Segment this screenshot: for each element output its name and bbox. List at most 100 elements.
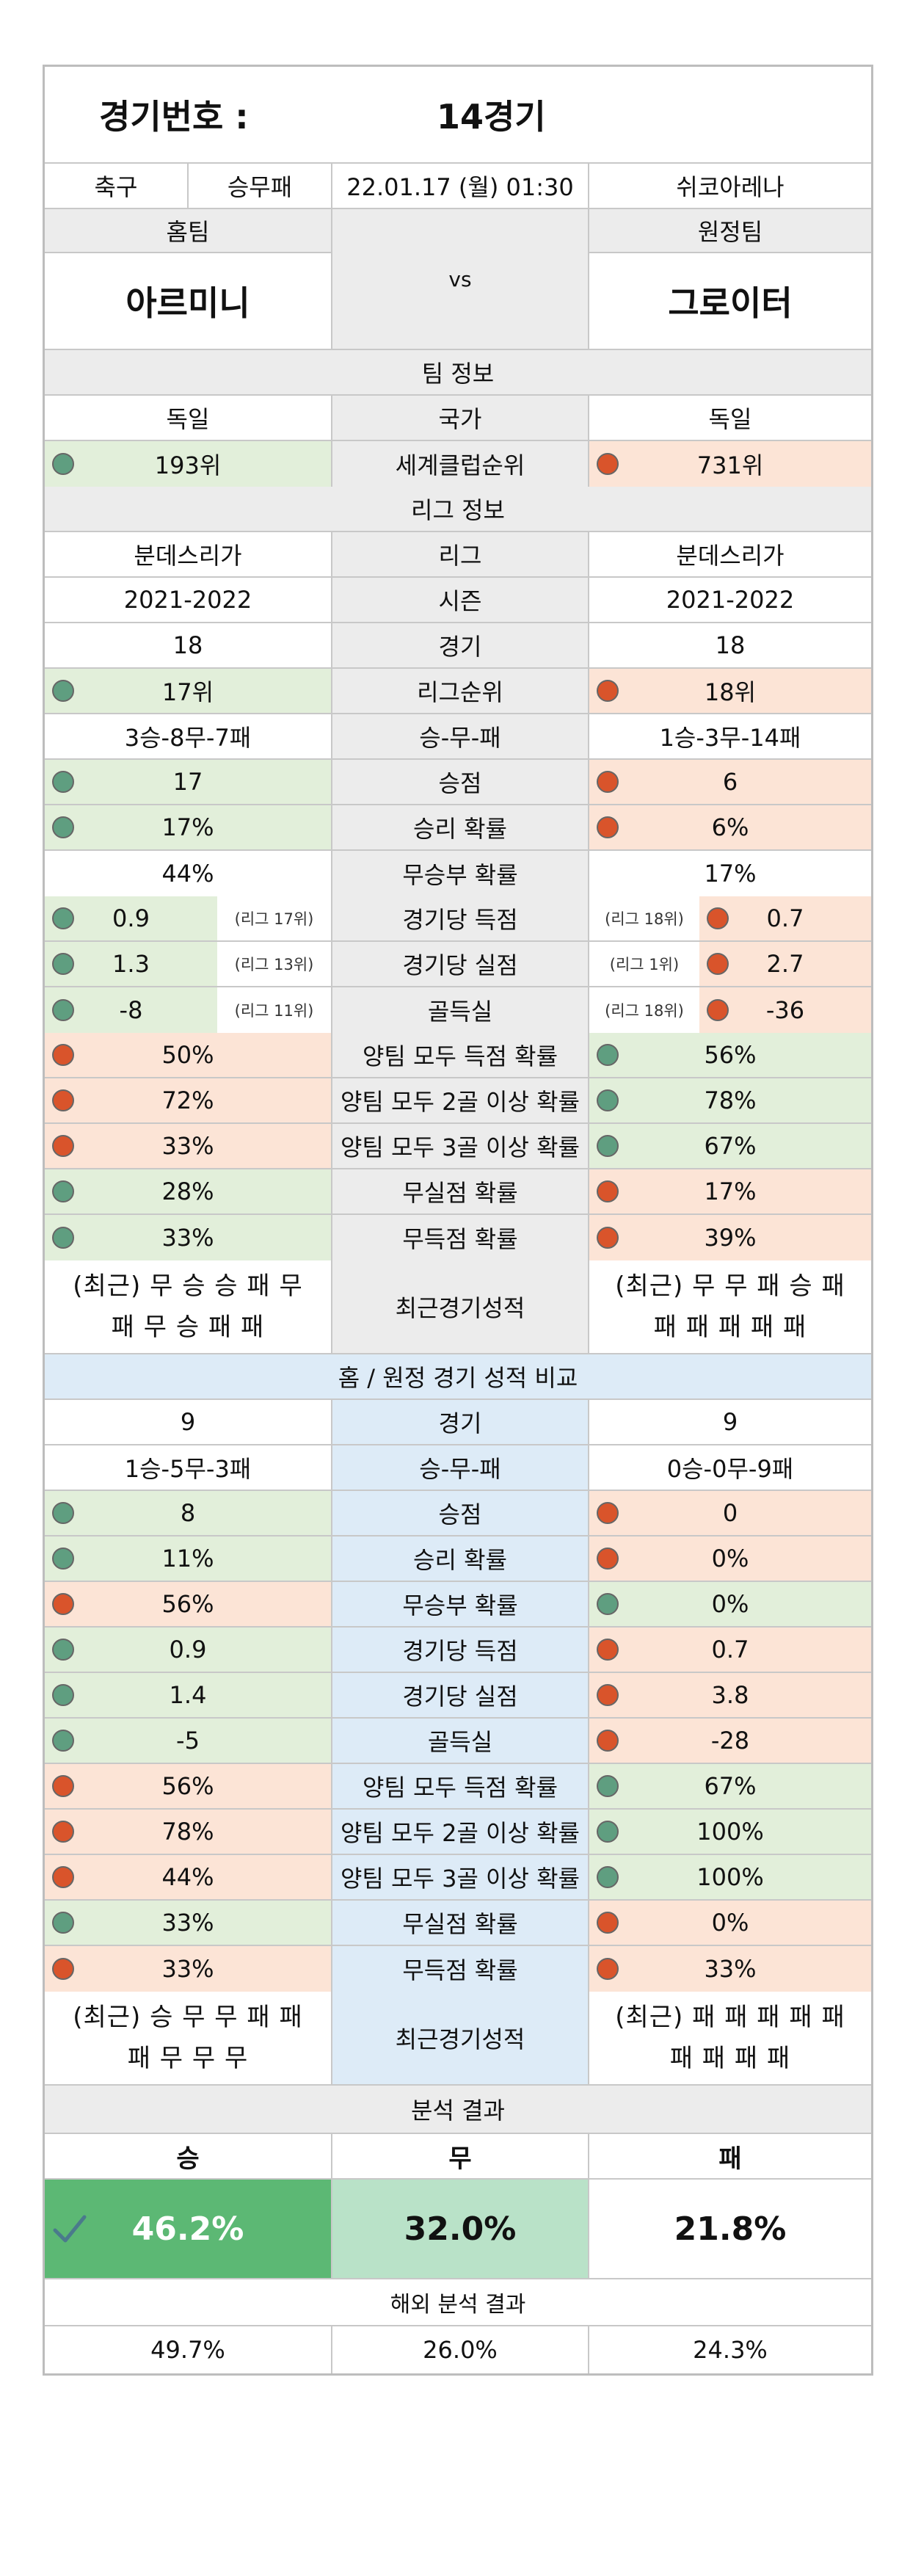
away-stat-text: 0승-0무-9패 xyxy=(666,1455,794,1483)
analysis-labels-row: 승 무 패 xyxy=(45,2134,871,2180)
ha-recent-row: (최근) 승 무 무 패 패 패 무 무 무 최근경기성적 (최근) 패 패 패… xyxy=(45,1992,871,2086)
overseas-header-row: 해외 분석 결과 xyxy=(45,2279,871,2326)
stat-row: 11% 승리 확률 0% xyxy=(45,1536,871,1582)
home-stat-text: -5 xyxy=(176,1727,200,1755)
away-ranked-text: 2.7 xyxy=(766,950,804,978)
away-indicator-dot xyxy=(597,1866,619,1888)
match-analysis-sheet: 경기번호 : 14경기 축구 승무패 22.01.17 (월) 01:30 쉬코… xyxy=(43,65,873,2376)
away-indicator-dot xyxy=(597,1593,619,1615)
home-indicator-dot xyxy=(52,771,74,793)
away-stat-text: 0% xyxy=(711,1545,749,1572)
home-stat-text: 33% xyxy=(161,1955,214,1983)
away-stat-value: 2021-2022 xyxy=(589,578,871,622)
away-stat-value: 9 xyxy=(589,1400,871,1444)
home-league-rank: (리그 17위) xyxy=(217,896,331,940)
away-ranked-value: 2.7 xyxy=(699,942,871,986)
sport-cell: 축구 xyxy=(45,164,189,208)
home-indicator-dot xyxy=(52,680,74,702)
away-team-block: 원정팀 그로이터 xyxy=(589,209,871,349)
teams-row: 홈팀 아르미니 vs 원정팀 그로이터 xyxy=(45,209,871,350)
home-stat-value: 3승-8무-7패 xyxy=(45,714,332,758)
home-stat-text: 44% xyxy=(161,860,214,888)
home-indicator-dot xyxy=(52,1135,74,1157)
home-stat-value: 56% xyxy=(45,1764,332,1808)
win-probability: 46.2% xyxy=(131,2210,244,2248)
away-stat-value: 100% xyxy=(589,1855,871,1899)
overseas-draw: 26.0% xyxy=(332,2326,589,2373)
home-away-header: 홈 / 원정 경기 성적 비교 xyxy=(45,1354,871,1398)
home-ranked-cell: 1.3 (리그 13위) xyxy=(45,942,332,986)
overseas-values-row: 49.7% 26.0% 24.3% xyxy=(45,2326,871,2373)
home-ha-recent-form: (최근) 승 무 무 패 패 패 무 무 무 xyxy=(45,1992,332,2084)
away-ha-recent-line1: (최근) 패 패 패 패 패 xyxy=(615,2003,845,2032)
home-stat-text: 3승-8무-7패 xyxy=(124,724,252,752)
stat-row: 분데스리가 리그 분데스리가 xyxy=(45,532,871,578)
away-ranked-split: (리그 18위) 0.7 xyxy=(589,896,871,940)
stat-label: 무득점 확률 xyxy=(332,1215,589,1260)
home-ranked-cell: -8 (리그 11위) xyxy=(45,987,332,1033)
league-prob-rows: 50% 양팀 모두 득점 확률 56% 72% 양팀 모두 2골 이상 확률 78% 33%… xyxy=(45,1033,871,1260)
away-stat-value: 6% xyxy=(589,805,871,849)
home-indicator-dot xyxy=(52,1684,74,1706)
team-info-header-row: 팀 정보 xyxy=(45,350,871,396)
away-stat-text: 33% xyxy=(704,1955,757,1983)
home-stat-value: 2021-2022 xyxy=(45,578,332,622)
home-stat-text: 분데스리가 xyxy=(134,542,242,570)
away-ranked-cell: (리그 18위) -36 xyxy=(589,987,871,1033)
stat-label: 승리 확률 xyxy=(332,805,589,849)
home-stat-text: 9 xyxy=(180,1408,196,1436)
home-league-rank: (리그 11위) xyxy=(217,987,331,1033)
home-stat-value: 56% xyxy=(45,1582,332,1626)
away-stat-text: 56% xyxy=(704,1041,757,1069)
home-stat-text: 50% xyxy=(161,1041,214,1069)
info-row: 축구 승무패 22.01.17 (월) 01:30 쉬코아레나 xyxy=(45,164,871,209)
bet-type-cell: 승무패 xyxy=(189,164,332,208)
away-ha-recent-form: (최근) 패 패 패 패 패 패 패 패 패 xyxy=(589,1992,871,2084)
stat-row: 18 경기 18 xyxy=(45,623,871,669)
match-number-value: 14경기 xyxy=(437,97,546,137)
ranked-stat-row: 1.3 (리그 13위) 경기당 실점 (리그 1위) 2.7 xyxy=(45,942,871,987)
title-cell: 경기번호 : 14경기 xyxy=(45,67,871,162)
ranked-stat-row: -8 (리그 11위) 골득실 (리그 18위) -36 xyxy=(45,987,871,1033)
analysis-header-row: 분석 결과 xyxy=(45,2086,871,2134)
home-stat-value: 50% xyxy=(45,1033,332,1077)
home-indicator-dot xyxy=(52,1548,74,1570)
stat-row: 33% 양팀 모두 3골 이상 확률 67% xyxy=(45,1124,871,1169)
away-stat-text: 3.8 xyxy=(711,1681,749,1709)
home-indicator-dot xyxy=(52,1089,74,1111)
stat-label: 세계클럽순위 xyxy=(332,441,589,487)
stat-label: 시즌 xyxy=(332,578,589,622)
away-indicator-dot xyxy=(597,1548,619,1570)
away-stat-value: 0% xyxy=(589,1582,871,1626)
stat-label: 경기당 실점 xyxy=(332,1673,589,1717)
away-stat-text: 100% xyxy=(696,1818,764,1846)
away-stat-value: 0% xyxy=(589,1536,871,1581)
venue-cell: 쉬코아레나 xyxy=(676,173,785,201)
away-recent-line2: 패 패 패 패 패 xyxy=(653,1313,807,1342)
home-indicator-dot xyxy=(52,1912,74,1934)
home-team-name: 아르미니 xyxy=(125,283,250,323)
home-stat-value: 0.9 xyxy=(45,1628,332,1672)
home-stat-value: 44% xyxy=(45,851,332,896)
stat-label: 경기당 득점 xyxy=(332,896,589,940)
stat-row: 72% 양팀 모두 2골 이상 확률 78% xyxy=(45,1078,871,1124)
home-stat-value: 11% xyxy=(45,1536,332,1581)
home-team-label: 홈팀 xyxy=(45,209,331,253)
away-stat-text: 6% xyxy=(711,813,749,841)
away-stat-text: 78% xyxy=(704,1086,757,1114)
stat-row: -5 골득실 -28 xyxy=(45,1719,871,1764)
analysis-header: 분석 결과 xyxy=(45,2086,871,2133)
away-stat-text: 67% xyxy=(704,1132,757,1160)
home-stat-text: 193위 xyxy=(154,451,222,479)
stat-row: 44% 양팀 모두 3골 이상 확률 100% xyxy=(45,1855,871,1901)
home-indicator-dot xyxy=(52,1821,74,1843)
loss-label: 패 xyxy=(718,2144,742,2174)
home-indicator-dot xyxy=(52,1180,74,1202)
away-stat-text: 67% xyxy=(704,1772,757,1800)
away-stat-value: 0% xyxy=(589,1901,871,1945)
away-stat-value: 67% xyxy=(589,1124,871,1168)
home-ranked-value: 0.9 xyxy=(45,896,217,940)
home-stat-value: 분데스리가 xyxy=(45,532,332,576)
away-stat-text: 9 xyxy=(722,1408,738,1436)
stat-label: 승-무-패 xyxy=(332,1445,589,1490)
